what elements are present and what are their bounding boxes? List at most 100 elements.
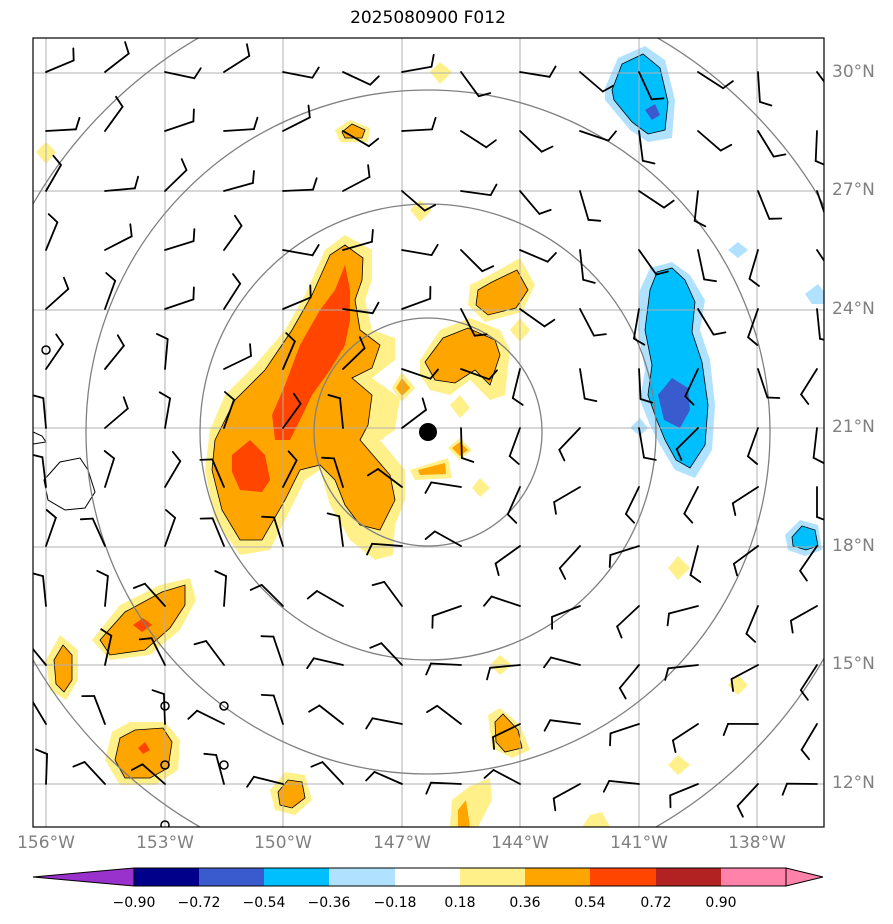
wind-barb-staff xyxy=(693,190,699,222)
positive-band-north-west-core xyxy=(272,265,350,440)
wind-barb-staff xyxy=(93,695,106,725)
wind-barb-staff xyxy=(282,402,302,429)
wind-barb-flag xyxy=(693,219,707,228)
lat-label-30n: 30°N xyxy=(832,62,875,82)
wind-barb-staff xyxy=(747,427,759,458)
wind-barb-staff xyxy=(45,516,57,547)
wind-barb-staff xyxy=(371,717,403,725)
wind-barb-staff xyxy=(625,486,640,515)
wind-barb-flag xyxy=(625,513,635,524)
wind-barb-staff xyxy=(164,71,196,80)
wind-barb-staff xyxy=(45,128,77,132)
wind-barbs xyxy=(33,41,824,818)
wind-barb-flag xyxy=(285,332,296,343)
wind-barb-staff xyxy=(519,130,543,153)
wind-barb-flag xyxy=(492,736,496,750)
wind-barb-staff xyxy=(731,486,759,505)
wind-barb-flag xyxy=(33,394,45,400)
wind-barb-staff xyxy=(373,771,403,785)
wind-barb-staff xyxy=(104,457,115,488)
wind-barb-staff xyxy=(460,427,463,459)
wind-barb-staff xyxy=(104,235,133,251)
wind-barb-flag xyxy=(430,243,439,257)
wind-barb-staff xyxy=(638,190,665,209)
wind-barb-flag xyxy=(251,170,255,184)
wind-barb-flag xyxy=(508,455,520,465)
wind-barb-flag xyxy=(122,396,129,410)
wind-barb-staff xyxy=(164,460,182,488)
wind-barb-staff xyxy=(430,481,462,488)
wind-barb-flag xyxy=(607,130,617,142)
wind-barb-staff xyxy=(45,343,64,370)
wind-barb-staff xyxy=(211,458,225,488)
wind-barb-flag xyxy=(252,116,259,131)
wind-barb-staff xyxy=(401,249,433,257)
wind-barb-flag xyxy=(287,450,298,462)
wind-barb-staff xyxy=(608,780,640,785)
wind-barb-staff xyxy=(91,517,106,547)
wind-barb-staff xyxy=(143,582,166,607)
wind-barb-flag xyxy=(683,512,694,524)
wind-barb-flag xyxy=(308,704,321,713)
wind-barb-staff xyxy=(579,71,604,93)
wind-barb-flag xyxy=(214,570,228,577)
wind-barb-flag xyxy=(477,92,492,98)
wind-barb-flag xyxy=(203,752,218,756)
wind-barb-flag xyxy=(138,637,153,641)
range-rings xyxy=(33,38,824,827)
lat-label-21n: 21°N xyxy=(832,417,875,437)
wind-barb-staff xyxy=(460,249,484,273)
wind-barb-staff xyxy=(579,368,586,400)
wind-barb-flag xyxy=(814,160,824,166)
wind-barb-flag xyxy=(292,392,302,405)
wind-barb-staff xyxy=(519,71,551,78)
wind-barb-staff xyxy=(342,71,372,86)
colorbar xyxy=(32,867,824,887)
wind-barb-flag xyxy=(543,656,552,669)
wind-barb-staff xyxy=(609,545,640,556)
colorbar-tick: −0.72 xyxy=(177,895,221,911)
wind-barb-flag xyxy=(558,567,567,580)
wind-barb-flag xyxy=(424,530,436,540)
wind-barb-flag xyxy=(759,101,773,107)
wind-barb-flag xyxy=(311,66,320,79)
wind-barb-flag xyxy=(800,748,810,761)
wind-barb-staff xyxy=(508,427,521,458)
wind-barb-flag xyxy=(55,333,64,346)
wind-barb-flag xyxy=(473,333,488,337)
wind-barb-flag xyxy=(155,332,169,341)
wind-barb-flag xyxy=(307,104,311,119)
wind-barb-flag xyxy=(747,455,758,465)
wind-barb-staff xyxy=(162,693,166,725)
wind-barb-flag xyxy=(633,337,646,346)
wind-barb-flag xyxy=(249,584,263,591)
map-frame xyxy=(32,37,825,828)
wind-barb-flag xyxy=(47,213,59,224)
wind-barb-staff xyxy=(104,105,124,132)
wind-barb-flag xyxy=(643,456,657,461)
wind-barb-flag xyxy=(722,80,734,90)
lon-label-153w: 153°W xyxy=(136,833,194,853)
wind-barb-flag xyxy=(423,203,437,212)
wind-barb-staff xyxy=(812,427,818,459)
wind-barb-staff xyxy=(800,723,818,751)
wind-barb-staff xyxy=(669,783,699,797)
wind-barb-staff xyxy=(460,368,491,381)
wind-barb-staff xyxy=(638,368,642,400)
wind-barb-staff xyxy=(282,188,314,192)
wind-barb-staff xyxy=(697,130,722,152)
wind-barb-flag xyxy=(165,509,177,519)
wind-barb-flag xyxy=(45,509,57,519)
wind-barb-staff xyxy=(430,662,462,666)
wind-barb-staff xyxy=(816,308,821,340)
wind-barb-flag xyxy=(421,397,427,411)
wind-barb-flag xyxy=(192,108,195,123)
wind-barb-flag xyxy=(132,582,146,589)
wind-barb-staff xyxy=(800,368,818,396)
wind-barb-flag xyxy=(426,704,439,713)
wind-barb-staff xyxy=(519,190,541,215)
wind-barb-staff xyxy=(401,65,433,73)
wind-barb-staff xyxy=(104,52,130,73)
wind-barb-staff xyxy=(377,468,403,488)
wind-barb-staff xyxy=(668,605,699,615)
